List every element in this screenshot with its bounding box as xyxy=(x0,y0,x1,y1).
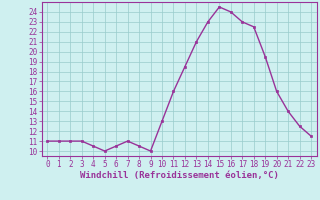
X-axis label: Windchill (Refroidissement éolien,°C): Windchill (Refroidissement éolien,°C) xyxy=(80,171,279,180)
